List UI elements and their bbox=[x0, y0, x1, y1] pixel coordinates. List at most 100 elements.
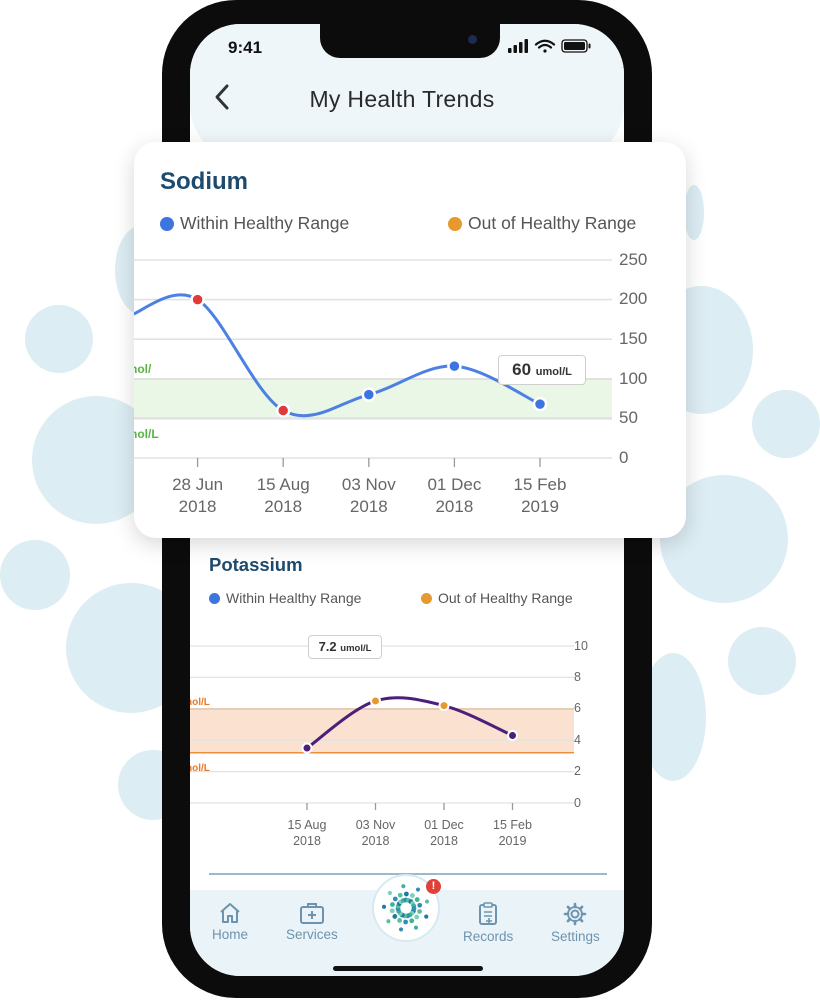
logo-dot bbox=[401, 884, 406, 889]
logo-dot bbox=[415, 887, 421, 892]
sodium-card: Sodium Within Healthy Range Out of Healt… bbox=[134, 142, 686, 538]
data-point-within[interactable] bbox=[447, 358, 462, 374]
legend-label: Out of Healthy Range bbox=[438, 590, 573, 606]
tooltip-unit: umol/L bbox=[340, 643, 372, 654]
logo-dot bbox=[381, 904, 387, 909]
logo-dot bbox=[411, 906, 417, 911]
y-tick-label: 250 bbox=[619, 249, 648, 269]
logo-dot bbox=[417, 902, 423, 908]
range-label-lower: nol/L bbox=[190, 763, 210, 774]
x-tick-label: 15 Aug 2018 bbox=[256, 475, 310, 516]
legend-label: Within Healthy Range bbox=[226, 590, 362, 606]
back-chevron-icon[interactable] bbox=[210, 82, 236, 112]
tab-label: Services bbox=[286, 927, 338, 942]
background-bubble bbox=[25, 305, 93, 373]
background-bubble bbox=[752, 390, 820, 458]
logo-dot bbox=[398, 927, 404, 932]
logo-dot bbox=[410, 893, 415, 898]
tab-label: Settings bbox=[551, 929, 600, 944]
x-tick-label: 28 Jun 2018 bbox=[172, 475, 224, 516]
legend-label: Within Healthy Range bbox=[180, 213, 350, 233]
x-tick-label: 15 Feb 2019 bbox=[513, 475, 567, 516]
y-tick-label: 10 bbox=[574, 638, 588, 653]
data-point-within[interactable] bbox=[361, 387, 377, 402]
tooltip-value: 7.2 bbox=[318, 639, 337, 654]
home-icon bbox=[220, 903, 240, 923]
y-tick-label: 8 bbox=[574, 669, 581, 684]
x-tick-label: 15 Aug 2018 bbox=[287, 818, 327, 848]
y-tick-label: 200 bbox=[619, 289, 648, 309]
range-label-upper: nol/ bbox=[134, 362, 152, 376]
sodium-title: Sodium bbox=[160, 168, 248, 195]
legend-dot-out bbox=[421, 592, 432, 604]
logo-dot bbox=[392, 914, 398, 919]
data-point-out[interactable] bbox=[190, 292, 205, 307]
range-label-upper: nol/L bbox=[190, 697, 210, 708]
tab-label: Home bbox=[212, 927, 249, 942]
battery-icon bbox=[561, 39, 591, 53]
logo-dot bbox=[414, 914, 420, 920]
x-tick-label: 03 Nov 2018 bbox=[341, 475, 396, 516]
logo-dot bbox=[397, 918, 402, 923]
logo-dot bbox=[424, 899, 430, 904]
logo-dot bbox=[403, 891, 409, 897]
legend-dot-within bbox=[160, 216, 174, 231]
potassium-series-line bbox=[305, 696, 514, 750]
y-tick-label: 150 bbox=[619, 329, 648, 348]
phone-notch bbox=[320, 24, 500, 58]
notification-badge: ! bbox=[426, 879, 441, 894]
y-tick-label: 6 bbox=[574, 701, 581, 716]
tab-home[interactable]: Home bbox=[212, 902, 248, 942]
y-tick-label: 0 bbox=[619, 447, 629, 467]
healthy-range-band bbox=[190, 708, 574, 753]
tab-services[interactable]: Services bbox=[286, 902, 338, 942]
background-bubble bbox=[684, 185, 704, 240]
logo-dot bbox=[392, 896, 398, 902]
potassium-title: Potassium bbox=[209, 554, 303, 575]
signal-icon bbox=[508, 39, 528, 53]
status-time: 9:41 bbox=[228, 38, 263, 57]
medical-kit-icon bbox=[299, 903, 324, 924]
x-tick-label: 03 Nov 2018 bbox=[355, 818, 396, 848]
y-tick-label: 4 bbox=[574, 732, 581, 747]
logo-dot bbox=[424, 914, 429, 919]
x-tick-label: 15 Feb 2019 bbox=[493, 818, 532, 848]
sodium-chart: nol/ nol/L bbox=[134, 259, 612, 467]
tooltip-value: 60 bbox=[512, 360, 532, 379]
x-tick-label: 01 Dec 2018 bbox=[424, 818, 464, 848]
home-indicator bbox=[333, 966, 483, 971]
y-tick-label: 100 bbox=[619, 368, 648, 388]
tooltip-unit: umol/L bbox=[535, 366, 572, 378]
logo-dot bbox=[387, 890, 392, 896]
legend-dot-within bbox=[209, 592, 220, 604]
logo-dot bbox=[417, 909, 422, 914]
logo-dot bbox=[403, 919, 409, 925]
page-title: My Health Trends bbox=[309, 86, 495, 112]
x-tick-label: 01 Dec 2018 bbox=[427, 475, 482, 516]
potassium-chart: nol/L nol/L bbox=[190, 645, 574, 810]
data-point-within[interactable] bbox=[507, 729, 518, 741]
background-bubble bbox=[728, 627, 796, 695]
tab-settings[interactable]: Settings bbox=[551, 902, 600, 944]
data-point-out[interactable] bbox=[370, 695, 381, 707]
tab-records[interactable]: Records bbox=[463, 902, 513, 944]
tab-label: Records bbox=[463, 929, 514, 944]
y-tick-label: 50 bbox=[619, 408, 638, 428]
potassium-legend-within: Within Healthy Range bbox=[209, 590, 361, 606]
y-tick-label: 0 bbox=[574, 795, 581, 810]
potassium-tooltip: 7.2 umol/L bbox=[308, 635, 382, 659]
wifi-icon bbox=[534, 39, 556, 53]
brand-logo-icon bbox=[381, 884, 430, 932]
gear-icon bbox=[564, 902, 587, 926]
y-tick-label: 2 bbox=[574, 764, 581, 779]
data-point-within[interactable] bbox=[532, 396, 548, 412]
logo-dot bbox=[414, 897, 420, 902]
sodium-tooltip: 60 umol/L bbox=[498, 355, 586, 385]
data-point-out[interactable] bbox=[438, 700, 450, 712]
data-point-within[interactable] bbox=[301, 742, 313, 754]
section-divider bbox=[209, 873, 607, 875]
sodium-legend-within: Within Healthy Range bbox=[160, 213, 349, 234]
data-point-out[interactable] bbox=[275, 403, 291, 418]
legend-dot-out bbox=[448, 216, 462, 231]
sodium-legend-out: Out of Healthy Range bbox=[448, 213, 636, 234]
